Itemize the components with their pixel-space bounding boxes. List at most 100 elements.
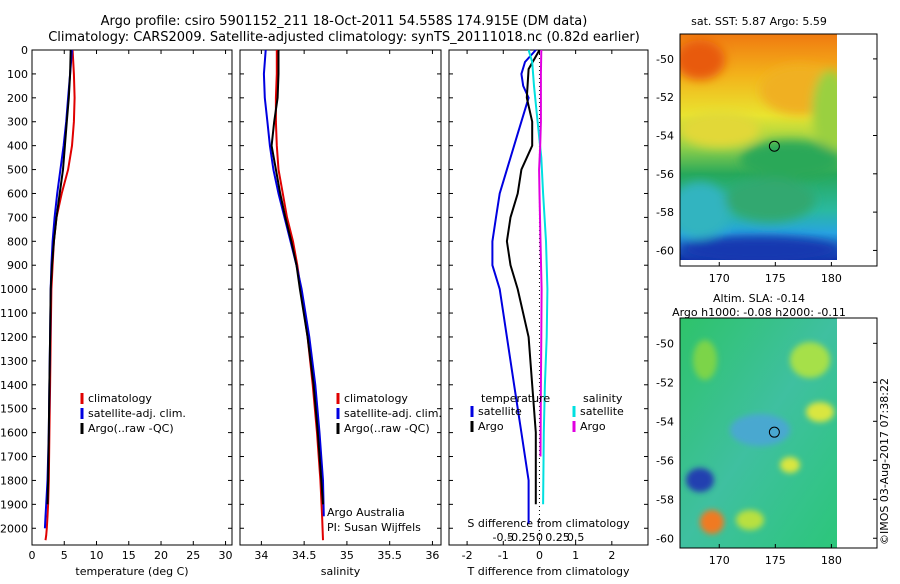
- y-tick-label: 100: [7, 68, 28, 81]
- map-y-tick-label: -60: [656, 244, 674, 257]
- imos-timestamp: ©IMOS 03-Aug-2017 07:38:22: [878, 378, 891, 545]
- legend-label: Argo: [478, 420, 504, 433]
- map-frame-sst_map: [679, 33, 878, 267]
- map-x-tick-label: 180: [821, 554, 842, 567]
- y-tick-label: 1700: [0, 451, 28, 464]
- map-x-tick-label: 180: [821, 272, 842, 285]
- argo-position-marker: [768, 140, 780, 152]
- y-tick-label: 1500: [0, 403, 28, 416]
- series-line-satellite-adj-clim-: [262, 49, 325, 517]
- sla-map-image: [680, 318, 837, 548]
- y-tick-label: 2000: [0, 522, 28, 535]
- x-axis-label: T difference from climatology: [467, 565, 630, 578]
- y-tick-label: 800: [7, 235, 28, 248]
- x-tick-label: 34.5: [292, 549, 317, 562]
- series-line-climatology: [274, 50, 324, 541]
- series-line-satellite: [527, 49, 549, 505]
- y-tick-label: 1000: [0, 283, 28, 296]
- x-top-tick-label: 0: [536, 531, 543, 544]
- x-tick-label: 34: [254, 549, 268, 562]
- plot-frame-salinity: [239, 49, 442, 546]
- x-tick-label: 25: [186, 549, 200, 562]
- legend-label: Argo: [580, 420, 606, 433]
- y-tick-label: 1300: [0, 355, 28, 368]
- figure-title-line1: Argo profile: csiro 5901152_211 18-Oct-2…: [101, 14, 588, 29]
- map-y-tick-label: -52: [656, 376, 674, 389]
- y-tick-label: 400: [7, 140, 28, 153]
- map-y-tick-label: -56: [656, 454, 674, 467]
- legend-label: Argo(..raw -QC): [88, 422, 174, 435]
- x-tick-label: -2: [462, 549, 473, 562]
- plot-frame-temperature: [31, 49, 233, 546]
- x-tick-label: 0: [536, 549, 543, 562]
- map-subtitle: Argo h1000: -0.08 h2000: -0.11: [672, 306, 846, 319]
- x-tick-label: 35: [340, 549, 354, 562]
- x-tick-label: -1: [498, 549, 509, 562]
- series-line-argo-raw-qc-: [270, 50, 324, 505]
- y-tick-label: 200: [7, 92, 28, 105]
- x-tick-label: 30: [219, 549, 233, 562]
- legend-label: satellite: [580, 405, 624, 418]
- map-x-tick-label: 170: [709, 272, 730, 285]
- y-tick-label: 900: [7, 259, 28, 272]
- x-tick-label: 5: [61, 549, 68, 562]
- annotation: PI: Susan Wijffels: [327, 521, 421, 534]
- x-tick-label: 35.5: [377, 549, 402, 562]
- y-tick-label: 300: [7, 116, 28, 129]
- map-y-tick-label: -50: [656, 337, 674, 350]
- x-tick-label: 15: [122, 549, 136, 562]
- x-tick-label: 36: [425, 549, 439, 562]
- map-y-tick-label: -50: [656, 53, 674, 66]
- legend-label: satellite-adj. clim.: [88, 407, 186, 420]
- figure-title-line2: Climatology: CARS2009. Satellite-adjuste…: [48, 30, 640, 45]
- x-top-tick-label: -0.5: [493, 531, 514, 544]
- y-tick-label: 1800: [0, 474, 28, 487]
- argo-position-marker: [768, 426, 780, 438]
- x-axis-label-top: S difference from climatology: [467, 517, 630, 530]
- x-top-tick-label: 0.25: [545, 531, 570, 544]
- map-x-tick-label: 175: [765, 272, 786, 285]
- series-line-satellite: [491, 49, 537, 524]
- y-tick-label: 1100: [0, 307, 28, 320]
- x-tick-label: 10: [90, 549, 104, 562]
- series-line-argo: [538, 49, 543, 457]
- x-axis-label: salinity: [321, 565, 361, 578]
- map-title: sat. SST: 5.87 Argo: 5.59: [691, 15, 827, 28]
- y-tick-label: 0: [21, 44, 28, 57]
- legend-label: satellite-adj. clim.: [344, 407, 442, 420]
- legend-label: satellite: [478, 405, 522, 418]
- x-tick-label: 1: [572, 549, 579, 562]
- x-tick-label: 20: [154, 549, 168, 562]
- map-x-tick-label: 175: [765, 554, 786, 567]
- map-y-tick-label: -60: [656, 532, 674, 545]
- y-tick-label: 600: [7, 187, 28, 200]
- x-top-tick-label: -0.25: [507, 531, 535, 544]
- map-frame-sla_map: [679, 317, 878, 549]
- legend-header: salinity: [583, 392, 623, 405]
- map-y-tick-label: -52: [656, 91, 674, 104]
- y-tick-label: 1200: [0, 331, 28, 344]
- y-tick-label: 500: [7, 164, 28, 177]
- series-line-argo: [505, 49, 541, 505]
- map-y-tick-label: -56: [656, 168, 674, 181]
- x-top-tick-label: 0.5: [567, 531, 585, 544]
- x-axis-label: temperature (deg C): [75, 565, 188, 578]
- legend-label: climatology: [344, 392, 408, 405]
- y-tick-label: 1600: [0, 427, 28, 440]
- map-y-tick-label: -58: [656, 206, 674, 219]
- y-tick-label: 700: [7, 211, 28, 224]
- x-tick-label: 0: [29, 549, 36, 562]
- y-tick-label: 1400: [0, 379, 28, 392]
- y-tick-label: 1900: [0, 498, 28, 511]
- map-y-tick-label: -54: [656, 415, 674, 428]
- series-line-argo-raw-qc-: [46, 49, 72, 505]
- map-y-tick-label: -58: [656, 493, 674, 506]
- map-title: Altim. SLA: -0.14: [713, 292, 805, 305]
- x-tick-label: 2: [608, 549, 615, 562]
- legend-header: temperature: [481, 392, 550, 405]
- legend-label: climatology: [88, 392, 152, 405]
- legend-label: Argo(..raw -QC): [344, 422, 430, 435]
- sst-map-image: [680, 34, 837, 260]
- plot-frame-differences: [448, 49, 649, 546]
